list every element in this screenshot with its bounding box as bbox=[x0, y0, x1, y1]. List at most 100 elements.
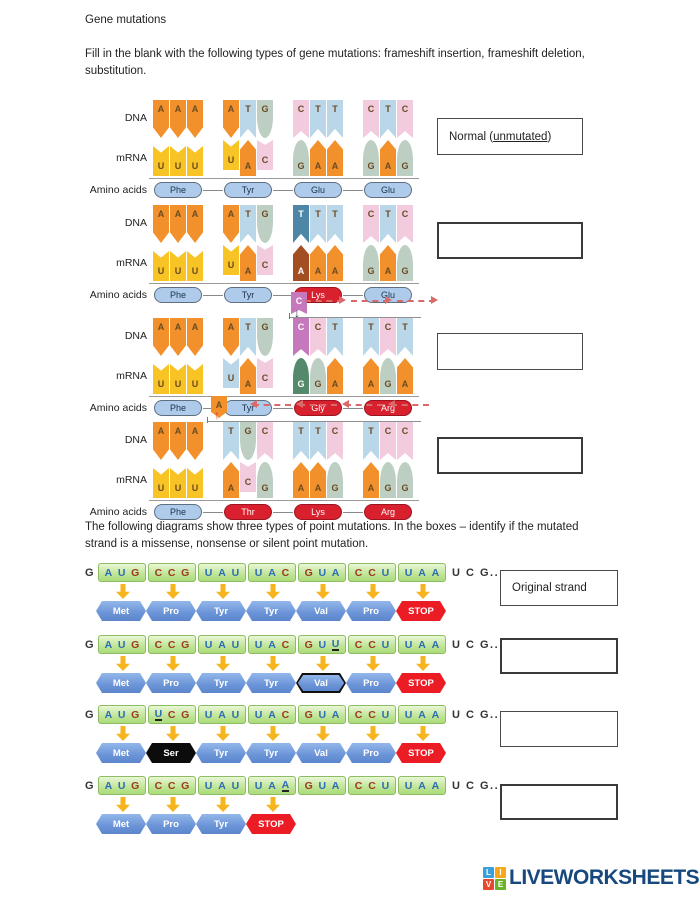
amino-slot: Glu bbox=[363, 182, 413, 198]
amino-slot: Glu bbox=[293, 182, 363, 198]
instructions-section1: Fill in the blank with the following typ… bbox=[85, 46, 585, 81]
amino-acid-pro: Pro bbox=[146, 814, 196, 834]
mrna-base-g: G bbox=[327, 462, 343, 498]
answer-box-1[interactable]: Normal (unmutated) bbox=[437, 118, 583, 155]
mrna-base-g: G bbox=[257, 462, 273, 498]
deletion-base: A bbox=[211, 396, 227, 418]
down-arrow-icon bbox=[216, 797, 230, 812]
instructions-line1: Fill in the blank with the following typ… bbox=[85, 48, 585, 60]
amino-slot: Tyr bbox=[223, 182, 293, 198]
shift-arrow-icon bbox=[305, 296, 346, 304]
dna-base-c: C bbox=[380, 318, 396, 356]
row-label-amino: Amino acids bbox=[89, 402, 147, 414]
amino-acid-row: Phe Tyr Glu Glu bbox=[153, 182, 413, 198]
amino-slot: Lys bbox=[293, 504, 363, 520]
arrow-slot bbox=[298, 584, 348, 599]
down-arrow-icon bbox=[316, 726, 330, 741]
dna-base-c: C bbox=[380, 422, 396, 460]
shift-arrow-icon bbox=[388, 400, 429, 408]
dna-base-a: A bbox=[187, 205, 203, 243]
point-mutation-answer-box-2[interactable] bbox=[500, 638, 618, 674]
dna-base-t: T bbox=[380, 205, 396, 243]
down-arrow-icon bbox=[416, 584, 430, 599]
dna-base-t: T bbox=[293, 422, 309, 460]
dna-base-t: T bbox=[310, 100, 326, 138]
dna-base-c: C bbox=[363, 205, 379, 243]
strand-baseline bbox=[149, 283, 419, 284]
dna-base-c: C bbox=[397, 205, 413, 243]
strand-baseline bbox=[149, 178, 419, 179]
amino-acid-met: Met bbox=[96, 673, 146, 693]
arrow-slot bbox=[248, 797, 298, 812]
mrna-base-a: A bbox=[293, 245, 309, 281]
down-arrow-icon bbox=[416, 656, 430, 671]
down-arrow-icon bbox=[366, 726, 380, 741]
shift-arrow-icon bbox=[342, 400, 383, 408]
mrna-base-c: C bbox=[257, 245, 273, 275]
page-title: Gene mutations bbox=[85, 14, 167, 26]
dna-base-t: T bbox=[327, 100, 343, 138]
amino-slot: Phe bbox=[153, 504, 223, 520]
mrna-base-a: A bbox=[240, 358, 256, 394]
dna-base-a: A bbox=[170, 422, 186, 460]
amino-acid-lys: Lys bbox=[294, 504, 342, 520]
logo-square-v: V bbox=[483, 878, 494, 890]
row-label-mrna: mRNA bbox=[116, 474, 147, 486]
point-mutation-answer-box-3[interactable] bbox=[500, 711, 618, 747]
arrow-slot bbox=[298, 656, 348, 671]
tail-bases: U C G.. bbox=[452, 638, 500, 651]
answer-box-3[interactable] bbox=[437, 333, 583, 370]
mrna-base-a: A bbox=[327, 140, 343, 176]
lead-base: G bbox=[85, 638, 94, 651]
mrna-base-a: A bbox=[310, 140, 326, 176]
mrna-base-a: A bbox=[380, 140, 396, 176]
down-arrow-icon bbox=[366, 656, 380, 671]
amino-slot: Arg bbox=[363, 504, 413, 520]
down-arrow-icon bbox=[116, 584, 130, 599]
dna-base-a: A bbox=[170, 100, 186, 138]
mrna-base-a: A bbox=[327, 358, 343, 394]
liveworksheets-logo-text: LIVEWORKSHEETS bbox=[509, 866, 700, 889]
row-label-dna: DNA bbox=[124, 330, 147, 342]
row-label-amino: Amino acids bbox=[89, 184, 147, 196]
dna-base-t: T bbox=[380, 100, 396, 138]
mrna-base-u: U bbox=[187, 251, 203, 281]
dna-base-t: T bbox=[327, 205, 343, 243]
mrna-base-a: A bbox=[327, 245, 343, 281]
mrna-base-g: G bbox=[397, 462, 413, 498]
amino-acid-row: Met Pro Tyr Tyr Val Pro STOP bbox=[96, 673, 446, 693]
arrow-slot bbox=[248, 584, 298, 599]
insertion-arrow-down-icon: ↓ bbox=[294, 306, 300, 320]
point-mutation-answer-box-1[interactable]: Original strand bbox=[500, 570, 618, 606]
arrow-slot bbox=[248, 656, 298, 671]
point-mutation-answer-box-4[interactable] bbox=[500, 784, 618, 820]
amino-acid-pro: Pro bbox=[346, 601, 396, 621]
instructions2-line1: The following diagrams show three types … bbox=[85, 521, 579, 533]
lead-base: G bbox=[85, 779, 94, 792]
dna-base-t: T bbox=[327, 318, 343, 356]
amino-acid-stop: STOP bbox=[396, 673, 446, 693]
amino-acid-arg: Arg bbox=[364, 504, 412, 520]
answer-box-4[interactable] bbox=[437, 437, 583, 474]
answer-box-2[interactable] bbox=[437, 222, 583, 259]
